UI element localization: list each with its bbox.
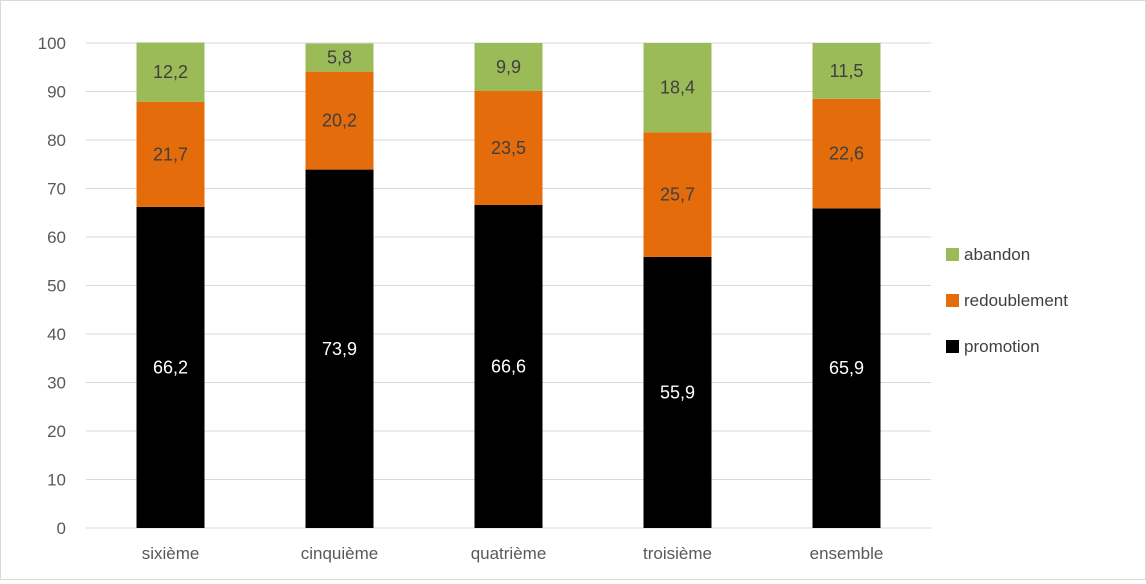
data-label: 73,9 — [322, 339, 357, 359]
bar-abandon-1 — [305, 43, 374, 72]
bars — [136, 42, 881, 529]
y-tick-label: 80 — [47, 131, 66, 150]
x-category-label: quatrième — [471, 544, 547, 563]
x-category-label: sixième — [142, 544, 200, 563]
bar-promotion-0 — [136, 206, 205, 528]
x-axis-categories: sixième cinquième quatrième troisième ensemb… — [142, 544, 884, 563]
data-label: 11,5 — [830, 61, 864, 81]
bar-abandon-0 — [136, 42, 205, 102]
data-label: 66,2 — [153, 357, 188, 377]
bar-redoublement-3 — [643, 132, 712, 257]
data-label: 5,8 — [327, 48, 352, 68]
legend-swatch-promotion — [946, 340, 959, 353]
bar-redoublement-1 — [305, 71, 374, 170]
x-category-label: cinquième — [301, 544, 379, 563]
data-label: 12,2 — [153, 62, 188, 82]
bar-promotion-4 — [812, 208, 881, 528]
y-tick-label: 90 — [47, 83, 66, 102]
data-label: 55,9 — [660, 382, 695, 402]
y-tick-label: 40 — [47, 325, 66, 344]
y-tick-label: 0 — [57, 519, 66, 538]
bar-redoublement-2 — [474, 91, 543, 205]
data-label: 22,6 — [829, 144, 864, 164]
y-tick-label: 60 — [47, 228, 66, 247]
bar-promotion-3 — [643, 256, 712, 528]
legend-swatch-redoublement — [946, 294, 959, 307]
x-category-label: troisième — [643, 544, 712, 563]
bar-abandon-4 — [812, 43, 881, 99]
data-label: 18,4 — [660, 78, 695, 98]
bar-promotion-2 — [474, 204, 543, 529]
x-category-label: ensemble — [810, 544, 884, 563]
data-label: 66,6 — [491, 356, 526, 376]
y-tick-label: 50 — [47, 277, 66, 296]
data-label: 65,9 — [829, 358, 864, 378]
bar-abandon-3 — [643, 43, 712, 133]
y-tick-label: 100 — [38, 34, 66, 53]
data-labels: 66,2 21,7 12,2 73,9 20,2 5,8 66,6 23,5 9,9 55,9 25… — [153, 48, 864, 403]
legend-label-redoublement: redoublement — [964, 291, 1068, 310]
bar-abandon-2 — [474, 43, 543, 92]
y-tick-label: 70 — [47, 180, 66, 199]
y-axis-ticks: 0 10 20 30 40 50 60 70 80 90 100 — [38, 34, 66, 538]
legend-label-promotion: promotion — [964, 337, 1040, 356]
data-label: 9,9 — [496, 57, 521, 77]
data-label: 23,5 — [491, 138, 526, 158]
legend-label-abandon: abandon — [964, 245, 1030, 264]
bar-redoublement-4 — [812, 98, 881, 209]
data-label: 21,7 — [153, 144, 188, 164]
data-label: 20,2 — [322, 111, 357, 131]
bar-redoublement-0 — [136, 101, 205, 207]
legend: abandon redoublement promotion — [946, 245, 1068, 356]
bar-promotion-1 — [305, 169, 374, 528]
y-tick-label: 20 — [47, 422, 66, 441]
data-label: 25,7 — [660, 185, 695, 205]
y-tick-label: 10 — [47, 471, 66, 490]
legend-swatch-abandon — [946, 248, 959, 261]
y-tick-label: 30 — [47, 374, 66, 393]
